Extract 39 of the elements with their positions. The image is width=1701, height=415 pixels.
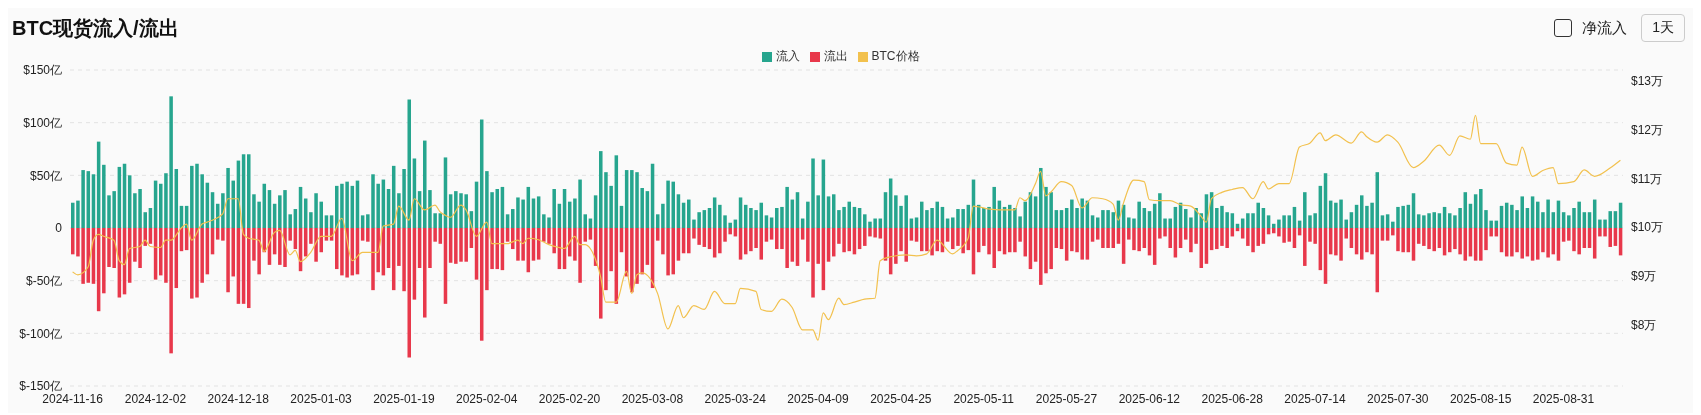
x-tick-label: 2025-05-27 — [1035, 391, 1098, 406]
y2-tick-label: $8万 — [1631, 317, 1657, 332]
x-tick-label: 2025-03-08 — [621, 391, 684, 406]
x-tick-label: 2024-12-02 — [124, 391, 187, 406]
dropdown-field: 1天 — [1641, 14, 1685, 42]
legend-label: 流入 — [775, 49, 800, 63]
x-tick-label: 2025-07-30 — [1367, 391, 1429, 406]
x-tick-label: 2025-04-25 — [870, 391, 932, 406]
y2-tick-label: $9万 — [1631, 269, 1657, 284]
x-tick-label: 2025-02-04 — [456, 391, 518, 406]
y-tick-label: $-150亿 — [19, 379, 62, 394]
x-tick-label: 2025-08-31 — [1532, 391, 1595, 406]
x-tick-label: 2025-02-20 — [538, 391, 601, 406]
y2-tick-label: $12万 — [1631, 122, 1664, 137]
y2-tick-label: $10万 — [1631, 220, 1664, 235]
text: 净流入 — [1582, 18, 1628, 38]
x-tick-label: 2025-08-15 — [1449, 391, 1512, 406]
line-series — [71, 114, 1622, 341]
x-tick-label: 2025-03-24 — [704, 391, 767, 406]
y-tick-label: $-100亿 — [19, 326, 62, 341]
x-tick-label: 2024-11-16 — [42, 391, 104, 406]
y-tick-label: $100亿 — [23, 115, 62, 130]
x-tick-label: 2025-05-11 — [953, 391, 1015, 406]
y-tick-label: $-50亿 — [25, 273, 62, 288]
x-tick-label: 2025-01-03 — [290, 391, 353, 406]
y-tick-label: $50亿 — [29, 168, 62, 183]
x-tick-label: 2025-07-14 — [1284, 391, 1346, 406]
y-tick-label: $150亿 — [23, 63, 62, 78]
x-tick-label: 2025-06-12 — [1118, 391, 1181, 406]
legend-label: 流出 — [823, 49, 848, 63]
x-tick-label: 2025-01-19 — [373, 391, 435, 406]
x-tick-label: 2025-04-09 — [787, 391, 850, 406]
y2-tick-label: $13万 — [1631, 73, 1664, 88]
x-tick-label: 2025-06-28 — [1201, 391, 1264, 406]
x-tick-label: 2024-12-18 — [207, 391, 270, 406]
chart-title: BTC现货流入/流出 — [11, 15, 179, 41]
y-tick-label: 0 — [55, 221, 63, 236]
legend-label: BTC价格 — [871, 49, 920, 63]
y2-tick-label: $11万 — [1631, 171, 1663, 186]
